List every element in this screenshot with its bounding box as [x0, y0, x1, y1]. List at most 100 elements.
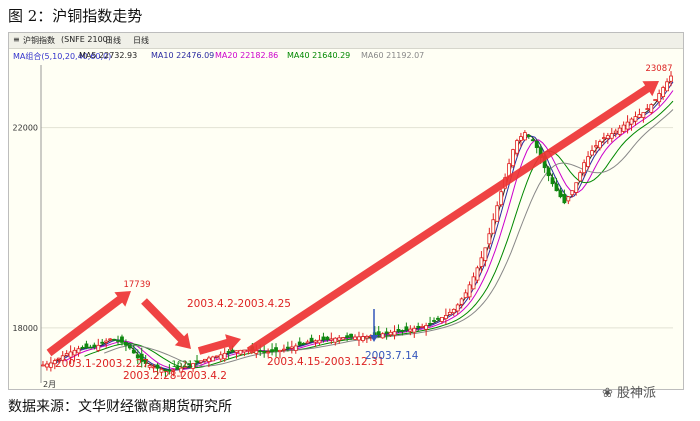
- candle-body: [309, 337, 314, 342]
- candle-body: [143, 359, 148, 364]
- candle-body: [625, 121, 630, 130]
- toolbar-menu-icon[interactable]: ≡: [13, 35, 20, 44]
- candle-body: [147, 365, 152, 368]
- candle-body: [388, 331, 393, 336]
- candle-body: [669, 75, 673, 82]
- candle-body: [613, 130, 618, 134]
- candle-body: [609, 133, 614, 139]
- candle-body: [203, 358, 207, 362]
- candle-body: [590, 150, 594, 156]
- candle-body: [432, 320, 436, 322]
- peak-label: 23087: [645, 64, 672, 74]
- candle-body: [175, 366, 180, 370]
- candle-body: [574, 182, 579, 193]
- watermark-text: 股神派: [617, 386, 657, 401]
- candle-body: [270, 349, 274, 352]
- candle-body: [301, 342, 306, 345]
- candle-body: [598, 141, 602, 149]
- candle-body: [530, 139, 535, 142]
- ma-line-5: [104, 109, 674, 367]
- candle-body: [361, 336, 365, 342]
- candle-body: [80, 346, 85, 349]
- candle-body: [155, 364, 160, 369]
- candle-body: [72, 349, 77, 356]
- candle-body: [151, 366, 156, 369]
- period-annotation: 2003.4.15-2003.12.31: [267, 356, 384, 368]
- candle-body: [357, 336, 361, 341]
- ma-legend-item: MA40 21640.29: [287, 51, 351, 60]
- candle-body: [274, 347, 278, 352]
- candle-body: [226, 351, 231, 353]
- candle-body: [661, 87, 666, 97]
- candle-body: [68, 351, 73, 358]
- candle-body: [519, 136, 523, 141]
- period-annotation: 2003.7.14: [365, 350, 419, 362]
- candle-body: [570, 190, 575, 196]
- y-tick-label: 18000: [13, 324, 38, 333]
- candle-body: [653, 99, 658, 101]
- candle-body: [131, 349, 136, 354]
- ma-line-1: [46, 80, 672, 371]
- candle-body: [550, 177, 555, 185]
- y-tick-label: 22000: [13, 124, 38, 133]
- candle-body: [594, 145, 598, 148]
- ma-legend-item: MA10 22476.09: [151, 51, 215, 60]
- candle-body: [621, 124, 626, 132]
- candle-body: [380, 333, 385, 339]
- candle-body: [463, 292, 468, 298]
- candle-body: [56, 357, 61, 360]
- candle-body: [64, 353, 69, 356]
- trend-arrow-up-2: [197, 334, 241, 355]
- candle-body: [447, 311, 452, 315]
- ma-legend-item: MA5 22732.93: [79, 51, 138, 60]
- candle-body: [455, 304, 460, 312]
- candle-body: [48, 362, 53, 368]
- trend-arrow-down: [141, 298, 191, 349]
- candle-body: [633, 116, 638, 122]
- price-plot: 18000 22000 2月 17739 16217 23087 2003.1-2003.2…: [13, 64, 674, 389]
- candle-body: [333, 337, 338, 343]
- candle-body: [124, 342, 128, 346]
- candle-body: [297, 341, 302, 346]
- candle-body: [321, 336, 326, 341]
- candle-body: [408, 328, 413, 332]
- candle-body: [345, 335, 350, 338]
- candle-body: [218, 354, 223, 360]
- candle-body: [112, 338, 116, 341]
- candle-body: [522, 132, 527, 141]
- candle-body: [242, 349, 247, 353]
- candle-body: [412, 327, 417, 333]
- candle-body: [649, 104, 654, 113]
- candle-body: [364, 336, 369, 339]
- candle-body: [84, 343, 89, 348]
- peak-label: 16217: [171, 360, 198, 370]
- candle-body: [285, 346, 290, 349]
- candle-body: [289, 346, 294, 349]
- candle-body: [305, 341, 310, 344]
- candle-body: [88, 346, 93, 349]
- instrument-name: 沪铜指数: [23, 36, 55, 45]
- candle-body: [179, 367, 184, 373]
- candle-body: [210, 356, 215, 362]
- period-label[interactable]: 日线: [105, 36, 121, 45]
- peak-label: 17739: [123, 280, 150, 290]
- marker-arrow-head: [370, 335, 378, 342]
- candle-body: [586, 156, 590, 167]
- candle-body: [420, 326, 425, 328]
- candle-body: [645, 108, 650, 111]
- candle-body: [199, 360, 203, 363]
- sub-period-label[interactable]: 日线: [133, 36, 149, 45]
- candle-body: [163, 369, 168, 372]
- candle-body: [404, 326, 409, 331]
- candle-body: [436, 317, 440, 320]
- candle-body: [601, 137, 606, 140]
- trend-arrow-up-3: [246, 81, 660, 355]
- candle-body: [459, 298, 464, 305]
- candle-body: [665, 81, 669, 92]
- candle-body: [341, 337, 346, 340]
- candle-body: [183, 366, 188, 368]
- candle-body: [325, 336, 330, 340]
- candle-body: [428, 322, 432, 325]
- candle-body: [499, 191, 504, 206]
- ma-line-2: [52, 81, 674, 371]
